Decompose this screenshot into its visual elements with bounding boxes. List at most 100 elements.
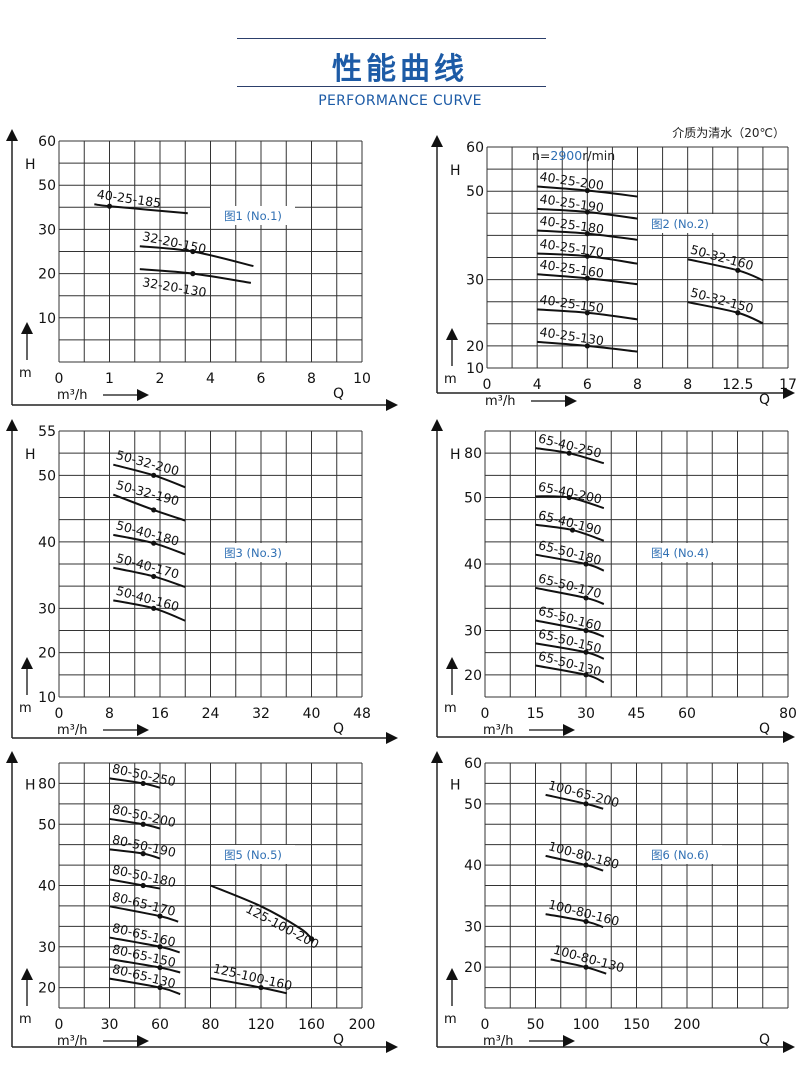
y-unit-label: m: [19, 701, 32, 716]
curve-label: 40-25-170: [539, 236, 605, 261]
x-tick-label: 17: [779, 377, 797, 393]
x-tick-label: 12.5: [722, 377, 753, 393]
x-tick-label: 150: [623, 1017, 650, 1033]
y-axis-arrow-icon: [431, 751, 443, 763]
y-tick-label: 20: [464, 668, 482, 684]
curve-label: 50-32-160: [689, 242, 755, 273]
y-unit-label: m: [444, 372, 457, 387]
chart-panel-5: 0 30 60 80 120 160 200 80 50 40 30 20 Hm m³/h Q 图5 (No.…: [6, 751, 398, 1053]
x-axis-label: Q: [333, 386, 344, 402]
figure-label-background: [211, 206, 295, 225]
x-tick-label: 48: [353, 706, 371, 722]
chart-panel-6: 0 50 100 150 200 60 50 40 30 20 Hm m³/h Q 图6 (No.6) 10…: [431, 751, 795, 1053]
figure-label: 图6 (No.6): [651, 848, 709, 862]
y-tick-label: 30: [466, 273, 484, 289]
y-unit-arrow-icon: [446, 328, 458, 340]
x-axis-arrow-icon: [386, 399, 398, 411]
x-tick-label: 40: [303, 706, 321, 722]
y-tick-label: 40: [38, 535, 56, 551]
y-tick-label: 30: [38, 222, 56, 238]
y-tick-label: 30: [38, 940, 56, 956]
x-tick-label: 0: [481, 1017, 490, 1033]
x-tick-label: 8: [105, 706, 114, 722]
y-tick-label: 40: [38, 879, 56, 895]
speed-prefix: n=: [532, 148, 550, 163]
y-axis-label: H: [450, 163, 461, 179]
x-axis-arrow-icon: [783, 731, 795, 743]
y-tick-label: 50: [464, 491, 482, 507]
y-tick-label: 60: [466, 140, 484, 156]
duty-point-40-25-200: [584, 187, 590, 194]
duty-point-32-20-130: [190, 271, 196, 277]
x-axis-label: Q: [759, 392, 770, 408]
duty-point-80-50-190: [140, 851, 146, 857]
x-tick-label: 32: [252, 706, 270, 722]
duty-point-80-50-250: [140, 780, 146, 787]
duty-point-80-65-160: [157, 944, 163, 950]
x-unit-label: m³/h: [57, 1034, 88, 1049]
y-tick-label: 20: [38, 267, 56, 283]
duty-point-80-65-170: [157, 913, 163, 919]
duty-point-100-80-180: [583, 862, 589, 868]
y-axis-arrow-icon: [431, 135, 443, 147]
duty-point-80-50-180: [140, 882, 146, 889]
speed-value: 2900: [550, 148, 582, 163]
x-axis-arrow-icon: [386, 732, 398, 744]
duty-point-50-32-190: [151, 507, 157, 513]
x-tick-label: 100: [573, 1017, 600, 1033]
x-tick-label: 0: [55, 1017, 64, 1033]
x-unit-arrow-icon: [563, 1035, 575, 1047]
curve-125-100-200: [210, 884, 313, 940]
x-tick-label: 30: [101, 1017, 119, 1033]
y-tick-label: 60: [38, 134, 56, 150]
x-axis-arrow-icon: [783, 1041, 795, 1053]
y-tick-label: 50: [466, 184, 484, 200]
duty-point-80-65-130: [157, 984, 163, 991]
curve-label: 125-100-160: [212, 960, 294, 993]
y-tick-label: 80: [464, 446, 482, 462]
x-unit-arrow-icon: [137, 1035, 149, 1047]
x-tick-label: 0: [481, 706, 490, 722]
y-tick-label: 10: [38, 311, 56, 327]
curve-label: 65-40-250: [537, 430, 603, 460]
x-tick-label: 8: [683, 377, 692, 393]
y-axis-arrow-icon: [6, 751, 18, 763]
x-tick-label: 80: [779, 706, 797, 722]
duty-point-40-25-160: [584, 275, 590, 281]
y-tick-label: 10: [38, 690, 56, 706]
x-tick-label: 8: [307, 371, 316, 387]
duty-point-65-40-190: [569, 527, 576, 533]
speed-label: n=2900r/min: [532, 148, 615, 163]
x-unit-arrow-icon: [565, 395, 577, 407]
x-unit-label: m³/h: [483, 1034, 514, 1049]
x-tick-label: 2: [156, 371, 165, 387]
page-title: 性能曲线: [332, 52, 468, 87]
y-axis-arrow-icon: [431, 419, 443, 431]
x-tick-label: 60: [678, 706, 696, 722]
y-unit-arrow-icon: [21, 968, 33, 980]
x-tick-label: 80: [202, 1017, 220, 1033]
grid: [484, 430, 789, 698]
y-axis-label: H: [25, 447, 36, 463]
y-unit-arrow-icon: [21, 657, 33, 669]
x-tick-label: 8: [633, 377, 642, 393]
figure-label-background: [638, 214, 722, 233]
figure-label-background: [211, 543, 295, 562]
duty-point-65-50-160: [583, 627, 589, 634]
duty-point-50-32-160: [735, 267, 741, 273]
y-axis-label: H: [25, 777, 36, 793]
x-tick-label: 15: [527, 706, 545, 722]
x-tick-label: 200: [674, 1017, 701, 1033]
duty-point-125-100-160: [258, 984, 264, 991]
x-tick-label: 1: [105, 371, 114, 387]
x-axis-arrow-icon: [386, 1041, 398, 1053]
y-tick-label: 50: [38, 178, 56, 194]
x-axis-arrow-icon: [783, 387, 795, 399]
y-tick-label: 50: [38, 468, 56, 484]
duty-point-65-50-150: [583, 649, 589, 655]
figure-label-background: [638, 543, 722, 562]
y-tick-label: 40: [464, 557, 482, 573]
y-tick-label: 60: [464, 756, 482, 772]
y-unit-label: m: [19, 366, 32, 381]
x-tick-label: 0: [55, 371, 64, 387]
